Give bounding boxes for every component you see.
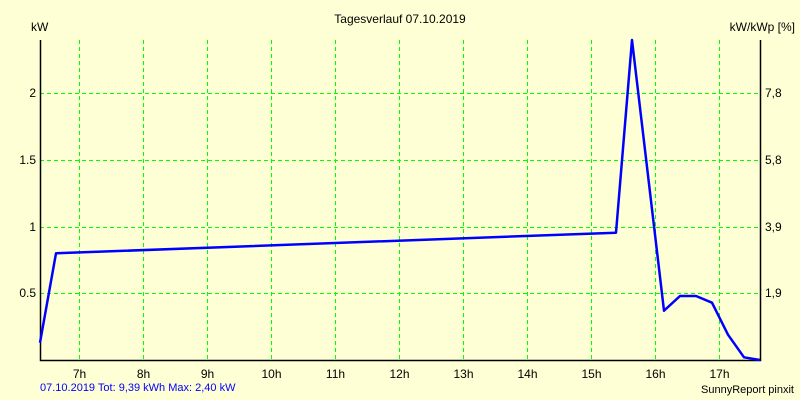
y2-tick-label: 1,9	[765, 285, 782, 300]
x-tick-label: 7h	[72, 367, 87, 381]
x-tick-label: 14h	[517, 367, 538, 381]
x-tick-label: 12h	[389, 367, 410, 381]
x-tick-label: 16h	[645, 367, 666, 381]
y-tick-label: 1.5	[19, 152, 36, 167]
y2-axis-label: kW/kWp [%]	[729, 20, 795, 34]
plot-frame	[39, 40, 762, 362]
summary-text: 07.10.2019 Tot: 9,39 kWh Max: 2,40 kW	[40, 382, 236, 394]
x-tick-label: 11h	[325, 367, 346, 381]
y-tick-label: 2	[29, 85, 36, 100]
chart-title: Tagesverlauf 07.10.2019	[334, 12, 466, 26]
x-tick-label: 8h	[136, 367, 151, 381]
y-axis-label: kW	[31, 20, 49, 34]
y2-tick-label: 5,8	[765, 152, 782, 167]
x-tick-label: 10h	[261, 367, 282, 381]
series-line	[38, 38, 761, 362]
x-tick-label: 17h	[709, 367, 730, 381]
x-tick-label: 13h	[453, 367, 474, 381]
y-tick-label: 0.5	[19, 285, 36, 300]
y2-tick-label: 7,8	[765, 85, 782, 100]
x-tick-label: 15h	[581, 367, 602, 381]
credit-text: SunnyReport pinxit	[701, 384, 794, 396]
x-tick-label: 9h	[200, 367, 215, 381]
y2-tick-label: 3,9	[765, 219, 782, 234]
y-tick-label: 1	[29, 219, 36, 234]
